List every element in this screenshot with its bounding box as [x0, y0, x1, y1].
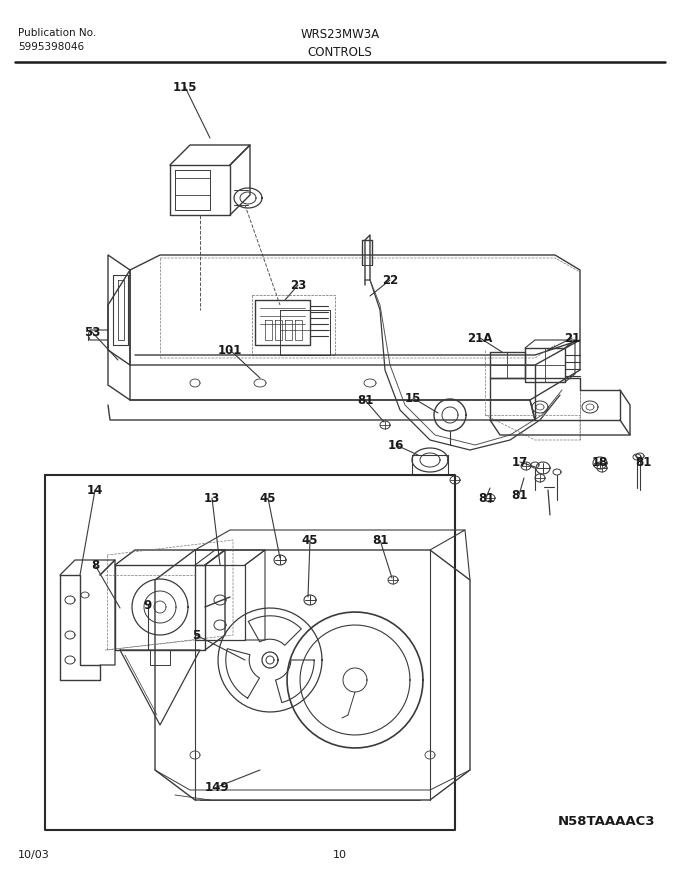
Text: 101: 101: [218, 343, 242, 356]
Text: 17: 17: [512, 456, 528, 468]
Text: 81: 81: [357, 393, 373, 407]
Text: 18: 18: [592, 456, 608, 468]
Text: 10: 10: [333, 850, 347, 860]
Text: 14: 14: [87, 483, 103, 496]
Text: 5: 5: [192, 628, 200, 642]
Text: 81: 81: [635, 456, 651, 468]
Text: 21: 21: [564, 332, 580, 344]
Text: 53: 53: [84, 326, 100, 339]
Text: 15: 15: [405, 392, 421, 405]
Text: 115: 115: [173, 80, 197, 93]
Text: 5995398046: 5995398046: [18, 42, 84, 52]
Text: 13: 13: [204, 492, 220, 504]
Text: 81: 81: [478, 492, 494, 504]
Text: Publication No.: Publication No.: [18, 28, 97, 38]
Text: 16: 16: [388, 438, 404, 451]
Text: 9: 9: [144, 598, 152, 612]
Text: WRS23MW3A: WRS23MW3A: [301, 28, 379, 41]
Text: 45: 45: [260, 492, 276, 504]
Text: 81: 81: [511, 488, 527, 502]
Text: 22: 22: [382, 274, 398, 287]
Text: 45: 45: [302, 533, 318, 546]
Text: 81: 81: [372, 533, 388, 546]
Text: CONTROLS: CONTROLS: [307, 46, 373, 59]
Text: 10/03: 10/03: [18, 850, 50, 860]
Text: N58TAAAAC3: N58TAAAAC3: [558, 815, 655, 828]
Text: 23: 23: [290, 278, 306, 291]
Text: 21A: 21A: [467, 332, 493, 344]
Text: 149: 149: [205, 781, 229, 794]
Text: 8: 8: [91, 559, 99, 571]
